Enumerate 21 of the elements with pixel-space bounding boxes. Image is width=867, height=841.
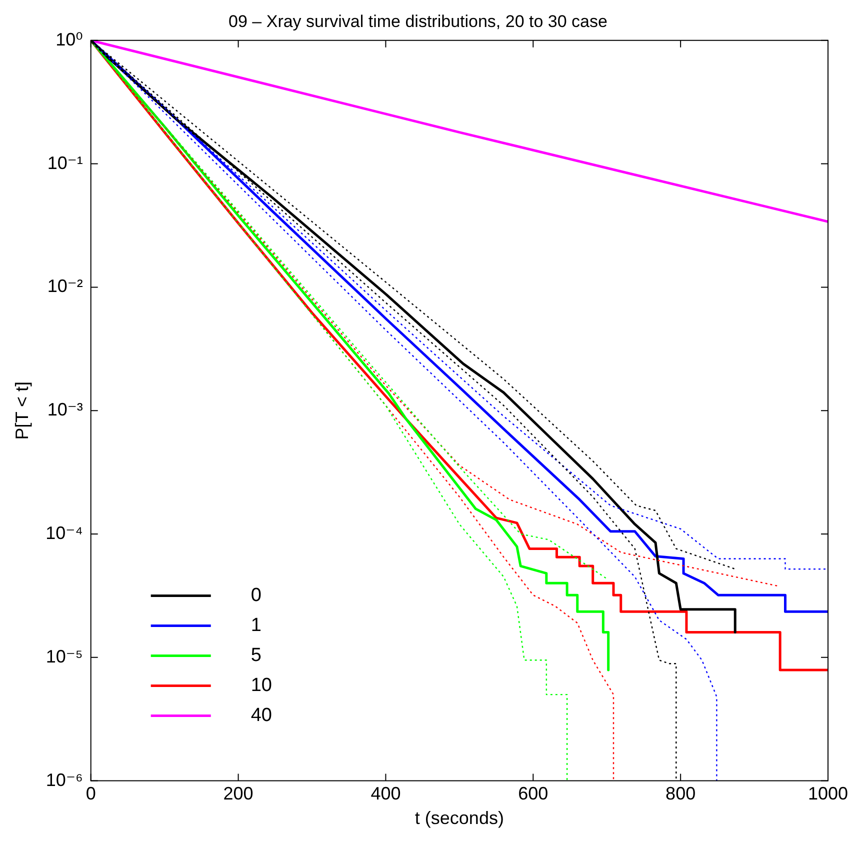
legend-label: 5 — [250, 645, 262, 666]
x-tick-label: 600 — [518, 784, 548, 804]
y-tick-label: 10⁻⁶ — [46, 770, 83, 790]
legend-label: 40 — [250, 705, 272, 726]
x-tick-label: 800 — [666, 784, 696, 804]
legend-label: 1 — [250, 615, 262, 636]
y-tick-label: 10⁻¹ — [47, 152, 83, 173]
y-tick-label: 10⁻² — [47, 276, 83, 296]
x-tick-label: 400 — [370, 784, 401, 804]
x-tick-label: 200 — [223, 784, 254, 804]
x-tick-label: 1000 — [808, 784, 848, 804]
y-axis-title: P[T < t] — [12, 382, 32, 440]
y-tick-label: 10⁰ — [56, 29, 83, 50]
legend-label: 0 — [250, 585, 262, 606]
x-tick-label: 0 — [86, 784, 96, 804]
y-tick-label: 10⁻⁴ — [46, 522, 83, 543]
y-tick-label: 10⁻³ — [47, 400, 83, 420]
y-tick-label: 10⁻⁵ — [46, 646, 83, 666]
legend-label: 10 — [250, 675, 272, 696]
chart-title: 09 – Xray survival time distributions, 20 to 30 case — [228, 12, 608, 31]
x-axis-title: t (seconds) — [414, 808, 504, 828]
